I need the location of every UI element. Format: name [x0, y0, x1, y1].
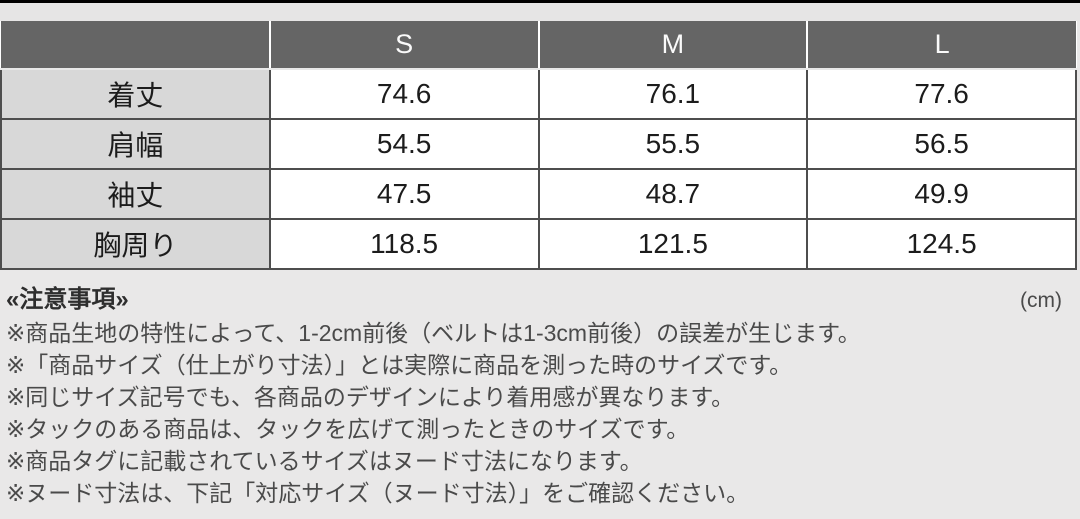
top-strip — [0, 3, 1080, 21]
size-header-row: S M L — [1, 21, 1076, 70]
row-label-cell: 袖丈 — [0, 168, 271, 220]
value-cell: 76.1 — [537, 68, 809, 120]
note-line: ※「商品サイズ（仕上がり寸法）」とは実際に商品を測った時のサイズです。 — [6, 352, 793, 378]
unit-label: (cm) — [1020, 289, 1062, 312]
value-cell: 77.6 — [806, 68, 1077, 120]
value-cell: 49.9 — [806, 168, 1077, 220]
table-row: 胸周り 118.5 121.5 124.5 — [0, 218, 1077, 270]
value-cell: 54.5 — [268, 118, 540, 170]
value-cell: 118.5 — [268, 218, 540, 270]
column-header-s: S — [268, 21, 539, 70]
value-cell: 124.5 — [806, 218, 1077, 270]
corner-header-cell — [1, 21, 270, 70]
note-line: ※タックのある商品は、タックを広げて測ったときのサイズです。 — [6, 416, 690, 442]
value-cell: 55.5 — [537, 118, 809, 170]
column-header-m: M — [537, 21, 808, 70]
row-label-cell: 着丈 — [0, 68, 271, 120]
notes-heading: «注意事項» — [6, 286, 129, 313]
top-edge-bar — [0, 0, 1080, 3]
column-header-l: L — [806, 21, 1076, 70]
note-line: ※同じサイズ記号でも、各商品のデザインにより着用感が異なります。 — [6, 384, 735, 410]
value-cell: 56.5 — [806, 118, 1077, 170]
value-cell: 121.5 — [537, 218, 809, 270]
note-line: ※ヌード寸法は、下記「対応サイズ（ヌード寸法）」をご確認ください。 — [6, 480, 750, 506]
note-line: ※商品生地の特性によって、1-2cm前後（ベルトは1-3cm前後）の誤差が生じま… — [6, 320, 861, 346]
value-cell: 48.7 — [537, 168, 809, 220]
value-cell: 74.6 — [268, 68, 540, 120]
notes-section: «注意事項» (cm) ※商品生地の特性によって、1-2cm前後（ベルトは1-3… — [0, 270, 1080, 509]
row-label-cell: 肩幅 — [0, 118, 271, 170]
value-cell: 47.5 — [268, 168, 540, 220]
table-row: 袖丈 47.5 48.7 49.9 — [0, 168, 1077, 220]
table-row: 肩幅 54.5 55.5 56.5 — [0, 118, 1077, 170]
size-spec-table: S M L 着丈 74.6 76.1 77.6 肩幅 54.5 55.5 56.… — [0, 21, 1077, 270]
table-row: 着丈 74.6 76.1 77.6 — [0, 68, 1077, 120]
row-label-cell: 胸周り — [0, 218, 271, 270]
note-line: ※商品タグに記載されているサイズはヌード寸法になります。 — [6, 448, 643, 474]
